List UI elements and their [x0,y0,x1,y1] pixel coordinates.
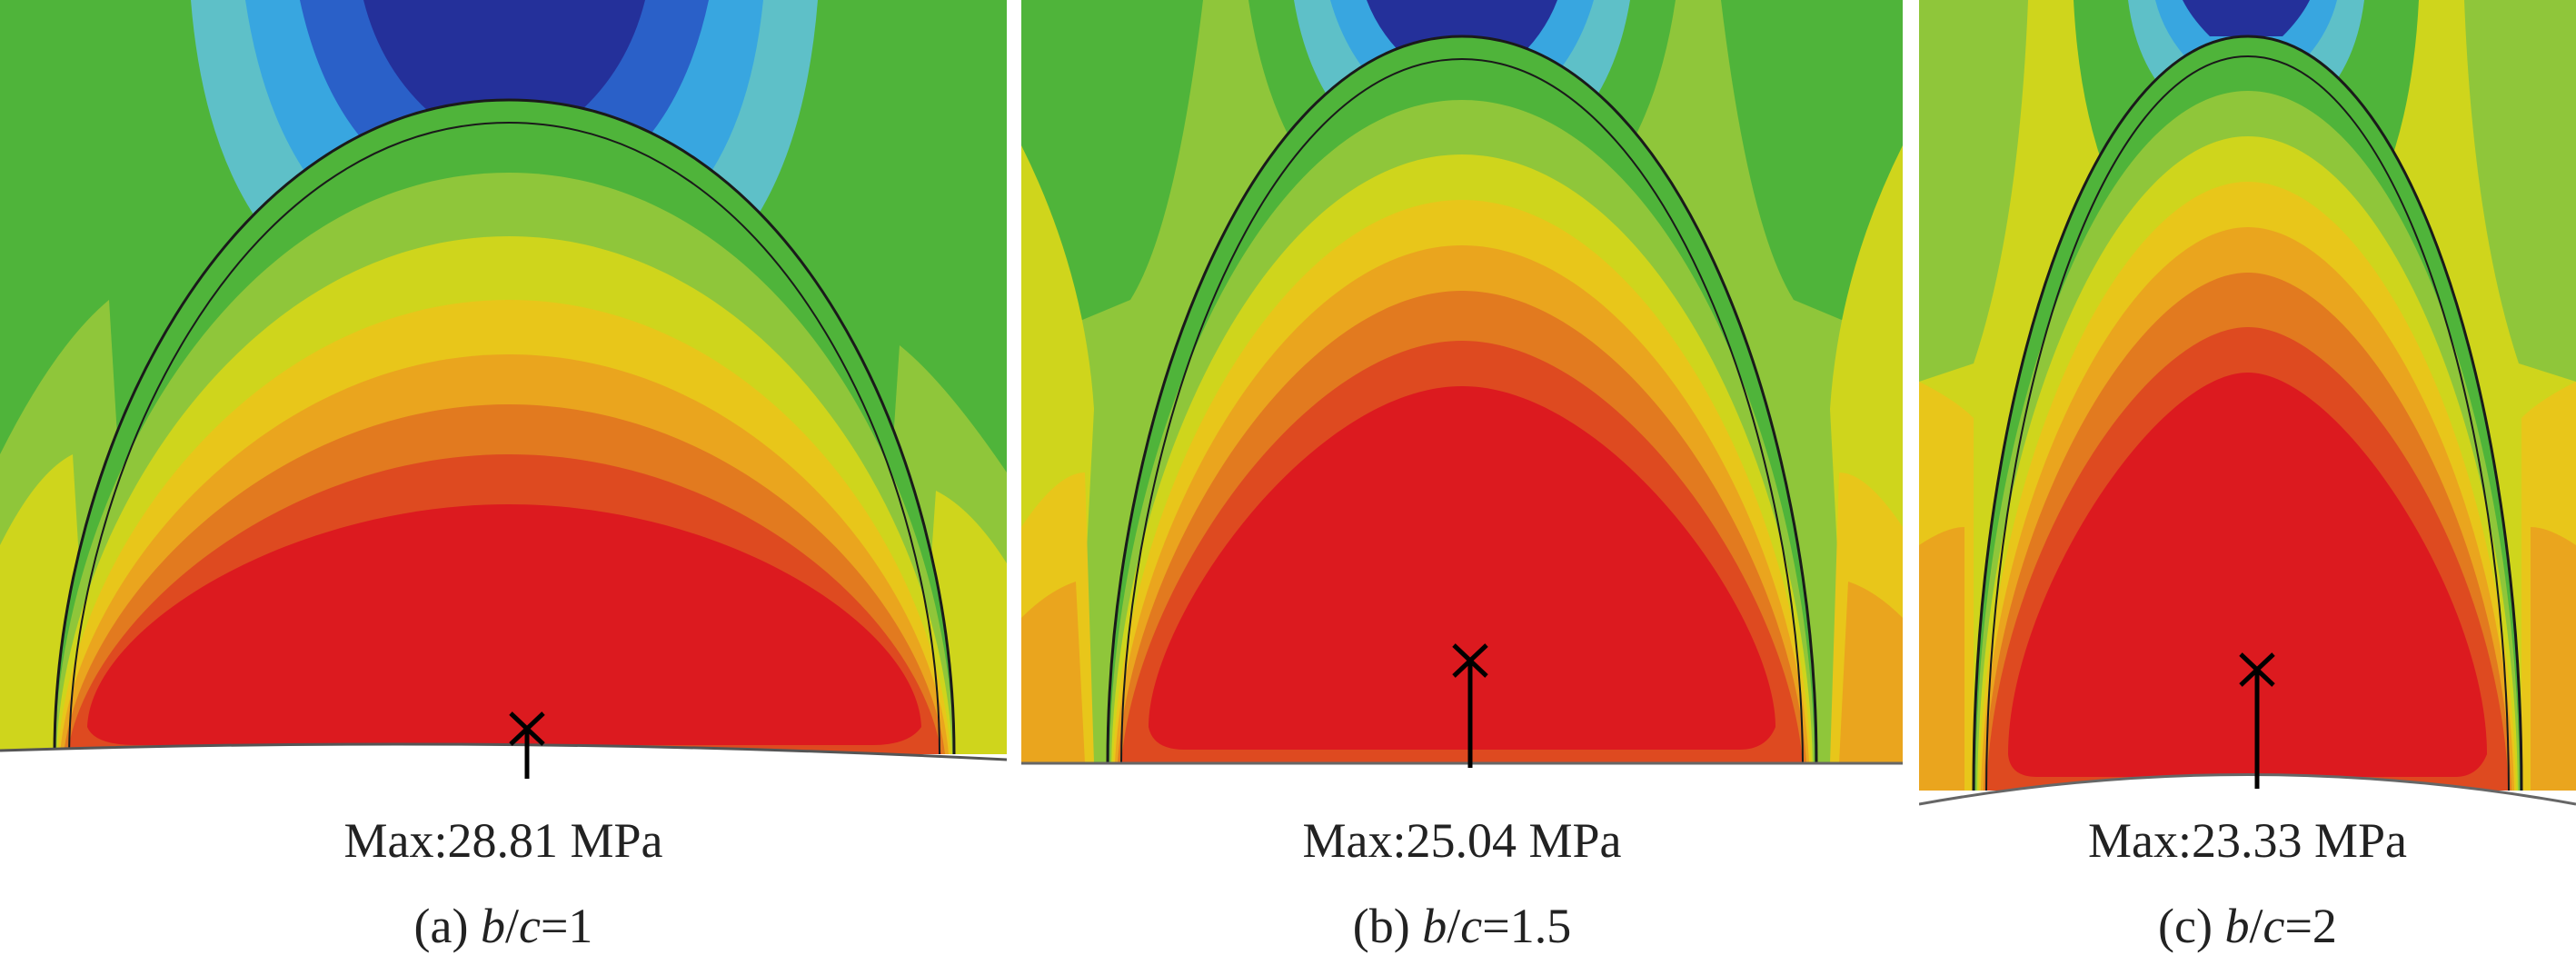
panel-label-a: (a) b/c=1 [413,899,593,953]
panel-b: Max:25.04 MPa (b) b/c=1.5 [1021,0,1903,965]
max-stress-marker-a [509,711,545,779]
stress-contour-b [1021,0,1903,800]
stress-contour-a [0,0,1007,800]
max-stress-marker-c [2239,652,2275,789]
max-stress-label-c: Max:23.33 MPa [2088,813,2407,868]
stress-contour-c [1919,0,2576,809]
panel-label-c: (c) b/c=2 [2158,899,2337,953]
panel-c: Max:23.33 MPa (c) b/c=2 [1919,0,2576,965]
panel-a: Max:28.81 MPa (a) b/c=1 [0,0,1007,965]
max-stress-marker-b [1452,643,1488,768]
max-stress-label-a: Max:28.81 MPa [343,813,663,868]
panel-label-b: (b) b/c=1.5 [1352,899,1572,953]
max-stress-label-b: Max:25.04 MPa [1302,813,1622,868]
